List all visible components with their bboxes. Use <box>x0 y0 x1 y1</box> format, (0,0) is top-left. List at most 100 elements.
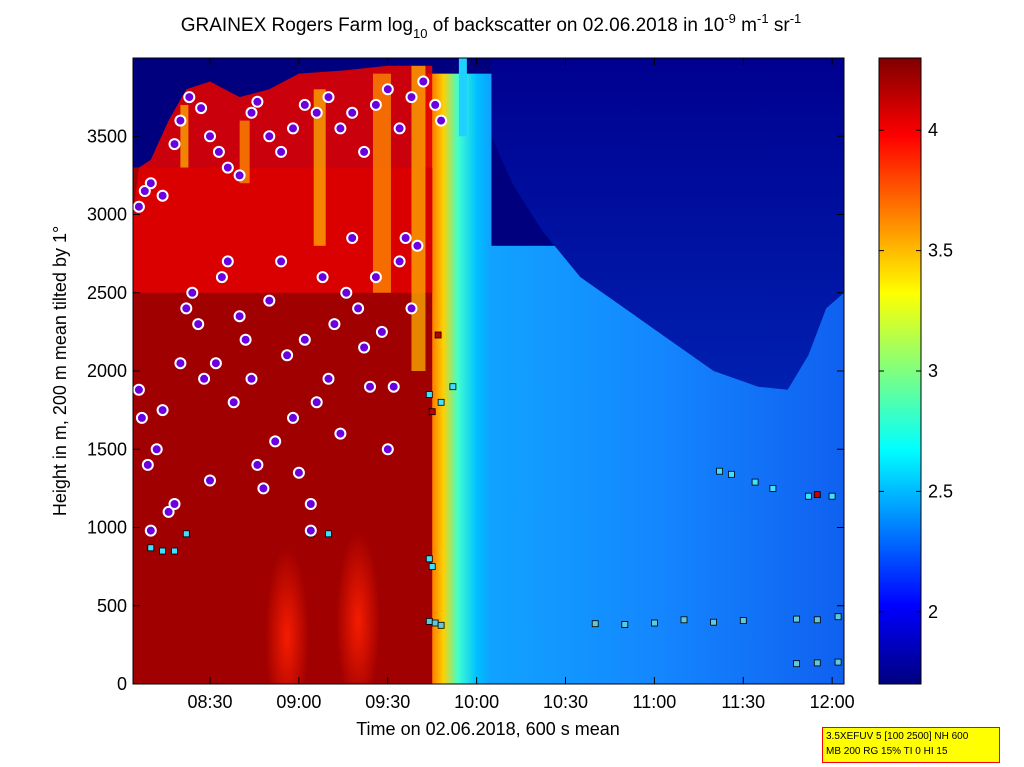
particle-markers-41 <box>198 372 211 385</box>
cloud-base-markers-mid-14 <box>769 484 777 492</box>
colorbar-ticks: 2 2.5 3 3.5 4 <box>879 120 953 622</box>
particle-markers-47 <box>233 310 246 323</box>
particle-markers-36 <box>168 498 181 510</box>
heatmap-plume <box>313 89 326 246</box>
particle-markers-46 <box>227 396 240 409</box>
y-tick-label-4: 2000 <box>87 361 127 381</box>
particle-markers-63 <box>328 318 341 331</box>
title-exp1: -9 <box>724 11 736 26</box>
y-tick-label-7: 3500 <box>87 126 127 146</box>
particle-markers-73 <box>387 380 400 393</box>
colorbar-tick-label-3: 3.5 <box>928 241 953 261</box>
particle-markers-62 <box>322 372 335 385</box>
x-tick-label-7: 12:00 <box>810 692 855 712</box>
particle-markers-4 <box>168 138 181 151</box>
particle-markers-77 <box>411 239 424 252</box>
particle-markers-9 <box>212 145 225 158</box>
particle-markers-71 <box>375 325 388 338</box>
cloud-base-markers-mid-13 <box>751 478 759 486</box>
cloud-base-markers-mid-1 <box>159 547 167 555</box>
x-tick-label-2: 09:30 <box>365 692 410 712</box>
red-markers-2 <box>813 491 821 499</box>
particle-markers-18 <box>310 106 323 119</box>
particle-markers-30 <box>133 383 145 396</box>
particle-markers-13 <box>251 95 264 108</box>
particle-markers-69 <box>364 380 376 393</box>
particle-markers-15 <box>275 145 288 158</box>
cloud-base-markers-low-8 <box>739 617 747 624</box>
cloud-base-markers-mid-12 <box>728 470 735 478</box>
particle-markers-7 <box>195 102 208 115</box>
cloud-base-markers-mid-8 <box>425 391 433 398</box>
y-tick-label-2: 1000 <box>87 518 127 538</box>
y-tick-label-6: 3000 <box>87 205 127 225</box>
backscatter-heatmap <box>133 58 844 684</box>
particle-markers-3 <box>156 189 169 202</box>
colorbar-tick-label-2: 3 <box>928 361 938 381</box>
particle-markers-24 <box>381 83 394 96</box>
cloud-base-markers-mid-5 <box>325 530 332 538</box>
cloud-base-markers-mid-2 <box>171 547 178 555</box>
particle-markers-74 <box>393 255 406 268</box>
particle-markers-14 <box>263 130 276 143</box>
y-tick-label-0: 0 <box>117 674 127 694</box>
particle-markers-27 <box>417 75 430 88</box>
cloud-base-markers-mid-7 <box>428 563 436 570</box>
particle-markers-28 <box>429 98 442 111</box>
chart-title: GRAINEX Rogers Farm log10 of backscatter… <box>181 11 802 41</box>
red-markers-0 <box>428 408 436 416</box>
particle-markers-29 <box>435 114 448 127</box>
cloud-base-markers-low-2 <box>437 621 445 629</box>
cloud-base-markers-mid-3 <box>182 530 190 538</box>
particle-markers-61 <box>316 271 329 284</box>
cloud-base-markers-low-1 <box>431 619 439 627</box>
particle-markers-5 <box>174 114 187 127</box>
x-tick-label-0: 08:30 <box>188 692 233 712</box>
x-axis-label: Time on 02.06.2018, 600 s mean <box>356 719 620 739</box>
y-axis: 0 500 1000 1500 2000 2500 3000 3500 <box>87 126 844 694</box>
cloud-base-markers-mid-16 <box>828 492 836 500</box>
colorbar-tick-label-4: 4 <box>928 120 938 140</box>
cloud-base-markers-low-5 <box>651 619 658 627</box>
particle-markers-6 <box>183 91 196 104</box>
title-unit2: sr <box>769 15 791 36</box>
particle-markers-0 <box>133 200 145 213</box>
cloud-base-markers-mid-11 <box>716 467 723 475</box>
particle-markers-75 <box>399 232 412 244</box>
particle-markers-68 <box>358 341 371 354</box>
particle-markers-79 <box>304 524 317 537</box>
cloud-base-markers-low-3 <box>591 620 599 628</box>
title-exp2: -1 <box>757 11 769 26</box>
particle-markers-19 <box>322 91 335 104</box>
particle-markers-58 <box>298 333 311 346</box>
x-tick-label-6: 11:30 <box>721 692 765 712</box>
particle-markers-38 <box>180 302 193 315</box>
colorbar-tick-label-1: 2.5 <box>928 481 953 501</box>
cloud-base-markers-low-0 <box>425 618 433 625</box>
cloud-base-markers-low-9 <box>793 615 800 623</box>
heatmap-plume <box>180 104 189 168</box>
y-axis-label: Height in m, 200 m mean tilted by 1° <box>50 226 70 516</box>
particle-markers-53 <box>269 435 282 448</box>
particle-markers-22 <box>358 145 371 158</box>
colorbar-tick-label-0: 2 <box>928 602 938 622</box>
cloud-base-markers-mid-9 <box>437 398 445 406</box>
particle-markers-31 <box>135 411 148 424</box>
particle-markers-49 <box>245 372 258 385</box>
title-mid: of backscatter on 02.06.2018 in 10 <box>428 15 725 36</box>
particle-markers-21 <box>346 106 359 119</box>
particle-markers-1 <box>138 185 151 197</box>
particle-markers-40 <box>192 318 205 331</box>
particle-markers-57 <box>292 466 305 479</box>
particle-markers-55 <box>281 349 294 362</box>
cloud-base-markers-low-7 <box>710 618 717 626</box>
x-axis: 08:30 09:00 09:30 10:00 10:30 11:00 11:30 12:00 <box>188 58 855 712</box>
particle-markers-20 <box>334 122 347 135</box>
info-box: 3.5XEFUV 5 [100 2500] NH 600 MB 200 RG 1… <box>822 727 1000 763</box>
particle-markers-70 <box>369 271 382 284</box>
y-tick-label-3: 1500 <box>87 439 127 459</box>
cloud-base-markers-low-6 <box>680 616 688 624</box>
particle-markers-43 <box>209 357 222 370</box>
